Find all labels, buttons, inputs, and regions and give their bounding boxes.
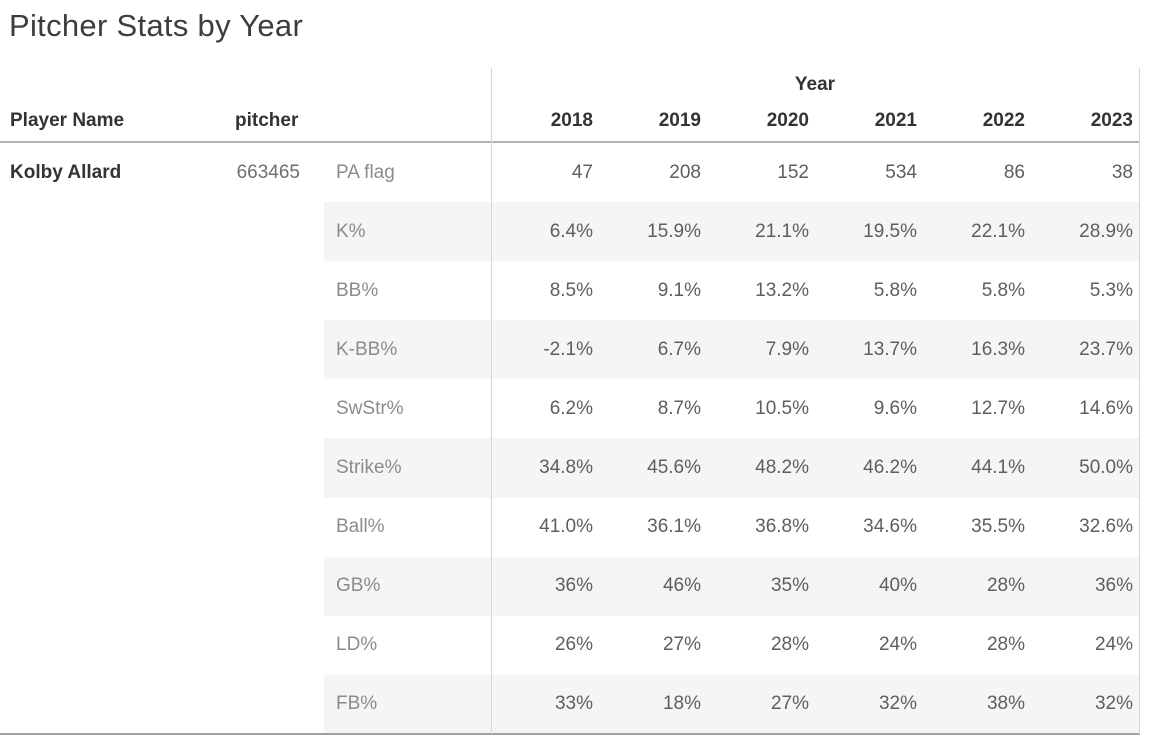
- metric-label[interactable]: LD%: [336, 634, 378, 656]
- value-cell[interactable]: 6.2%: [549, 397, 593, 419]
- metric-label[interactable]: PA flag: [336, 161, 395, 183]
- value-cell[interactable]: 45.6%: [647, 457, 701, 479]
- value-cell[interactable]: 50.0%: [1079, 457, 1133, 479]
- value-cell[interactable]: 38%: [986, 693, 1025, 715]
- value-cell[interactable]: 32.6%: [1079, 516, 1133, 538]
- table-row-swstr-pct: SwStr% 6.2% 8.7% 10.5% 9.6% 12.7% 14.6%: [0, 379, 1164, 438]
- value-cell[interactable]: 13.7%: [863, 338, 917, 360]
- metric-label[interactable]: SwStr%: [336, 397, 404, 419]
- value-cell[interactable]: 5.3%: [1089, 279, 1133, 301]
- metric-label[interactable]: K-BB%: [336, 338, 398, 360]
- year-header-2019[interactable]: 2019: [658, 110, 701, 131]
- value-cell[interactable]: 24%: [1094, 634, 1133, 656]
- table-row-fb-pct: FB% 33% 18% 27% 32% 38% 32%: [0, 674, 1164, 735]
- value-cell[interactable]: 208: [669, 161, 701, 183]
- value-cell[interactable]: 48.2%: [755, 457, 809, 479]
- player-name-cell[interactable]: Kolby Allard: [10, 161, 122, 183]
- value-cell[interactable]: 24%: [878, 634, 917, 656]
- page-title: Pitcher Stats by Year: [9, 8, 304, 43]
- value-cell[interactable]: 5.8%: [981, 279, 1025, 301]
- value-cell[interactable]: 6.7%: [657, 338, 701, 360]
- value-cell[interactable]: 5.8%: [873, 279, 917, 301]
- year-header-2018[interactable]: 2018: [550, 110, 593, 131]
- table-body: Kolby Allard 663465 PA flag 47 208 152 5…: [0, 143, 1164, 735]
- value-cell[interactable]: 19.5%: [863, 220, 917, 242]
- table-row-gb-pct: GB% 36% 46% 35% 40% 28% 36%: [0, 556, 1164, 616]
- value-cell[interactable]: 27%: [770, 693, 809, 715]
- table-row-strike-pct: Strike% 34.8% 45.6% 48.2% 46.2% 44.1% 50…: [0, 438, 1164, 498]
- metric-label[interactable]: FB%: [336, 693, 378, 715]
- value-cell[interactable]: 14.6%: [1079, 397, 1133, 419]
- col-header-player-name[interactable]: Player Name: [10, 110, 125, 131]
- value-cell[interactable]: 47: [571, 161, 593, 183]
- metric-label[interactable]: GB%: [336, 575, 381, 597]
- value-cell[interactable]: 38: [1111, 161, 1133, 183]
- value-cell[interactable]: 27%: [662, 634, 701, 656]
- value-cell[interactable]: 152: [777, 161, 809, 183]
- value-cell[interactable]: 8.7%: [657, 397, 701, 419]
- value-cell[interactable]: 36%: [1094, 575, 1133, 597]
- value-cell[interactable]: 32%: [878, 693, 917, 715]
- value-cell[interactable]: 36.8%: [755, 516, 809, 538]
- value-cell[interactable]: 86: [1003, 161, 1025, 183]
- value-cell[interactable]: 23.7%: [1079, 338, 1133, 360]
- table-row-bb-pct: BB% 8.5% 9.1% 13.2% 5.8% 5.8% 5.3%: [0, 261, 1164, 320]
- value-cell[interactable]: 13.2%: [755, 279, 809, 301]
- table-row-pa-flag: Kolby Allard 663465 PA flag 47 208 152 5…: [0, 143, 1164, 202]
- value-cell[interactable]: 26%: [554, 634, 593, 656]
- value-cell[interactable]: -2.1%: [543, 338, 593, 360]
- value-cell[interactable]: 46.2%: [863, 457, 917, 479]
- table-row-ld-pct: LD% 26% 27% 28% 24% 28% 24%: [0, 616, 1164, 675]
- year-header-2020[interactable]: 2020: [766, 110, 809, 131]
- value-cell[interactable]: 44.1%: [971, 457, 1025, 479]
- value-cell[interactable]: 36%: [554, 575, 593, 597]
- value-cell[interactable]: 35%: [770, 575, 809, 597]
- value-cell[interactable]: 34.8%: [539, 457, 593, 479]
- value-cell[interactable]: 22.1%: [971, 220, 1025, 242]
- value-cell[interactable]: 34.6%: [863, 516, 917, 538]
- col-header-pitcher[interactable]: pitcher: [235, 110, 299, 131]
- metric-label[interactable]: BB%: [336, 279, 379, 301]
- value-cell[interactable]: 7.9%: [765, 338, 809, 360]
- value-cell[interactable]: 28.9%: [1079, 220, 1133, 242]
- value-cell[interactable]: 41.0%: [539, 516, 593, 538]
- year-header-2023[interactable]: 2023: [1090, 110, 1133, 131]
- table-row-k-pct: K% 6.4% 15.9% 21.1% 19.5% 22.1% 28.9%: [0, 202, 1164, 262]
- header-divider-line: [0, 141, 1140, 143]
- value-cell[interactable]: 36.1%: [647, 516, 701, 538]
- value-cell[interactable]: 15.9%: [647, 220, 701, 242]
- value-cell[interactable]: 28%: [986, 634, 1025, 656]
- value-cell[interactable]: 16.3%: [971, 338, 1025, 360]
- table-row-ball-pct: Ball% 41.0% 36.1% 36.8% 34.6% 35.5% 32.6…: [0, 498, 1164, 557]
- value-cell[interactable]: 9.1%: [657, 279, 701, 301]
- value-cell[interactable]: 21.1%: [755, 220, 809, 242]
- value-cell[interactable]: 534: [885, 161, 917, 183]
- year-header-2021[interactable]: 2021: [874, 110, 917, 131]
- value-cell[interactable]: 9.6%: [873, 397, 917, 419]
- value-cell[interactable]: 32%: [1094, 693, 1133, 715]
- table-row-k-bb-pct: K-BB% -2.1% 6.7% 7.9% 13.7% 16.3% 23.7%: [0, 320, 1164, 380]
- year-column-headers: 2018 2019 2020 2021 2022 2023: [491, 110, 1139, 132]
- value-cell[interactable]: 28%: [986, 575, 1025, 597]
- metric-label[interactable]: Strike%: [336, 457, 402, 479]
- metric-label[interactable]: K%: [336, 220, 366, 242]
- value-cell[interactable]: 8.5%: [549, 279, 593, 301]
- table-bottom-border: [0, 733, 1140, 735]
- year-header-2022[interactable]: 2022: [982, 110, 1025, 131]
- data-area-left-border: [491, 68, 492, 734]
- value-cell[interactable]: 33%: [554, 693, 593, 715]
- pitcher-id-cell[interactable]: 663465: [236, 161, 300, 183]
- value-cell[interactable]: 10.5%: [755, 397, 809, 419]
- year-group-header: Year: [794, 74, 836, 95]
- value-cell[interactable]: 28%: [770, 634, 809, 656]
- data-area-right-border: [1139, 68, 1140, 734]
- value-cell[interactable]: 12.7%: [971, 397, 1025, 419]
- value-cell[interactable]: 35.5%: [971, 516, 1025, 538]
- metric-label[interactable]: Ball%: [336, 516, 385, 538]
- value-cell[interactable]: 46%: [662, 575, 701, 597]
- value-cell[interactable]: 6.4%: [549, 220, 593, 242]
- value-cell[interactable]: 18%: [662, 693, 701, 715]
- value-cell[interactable]: 40%: [878, 575, 917, 597]
